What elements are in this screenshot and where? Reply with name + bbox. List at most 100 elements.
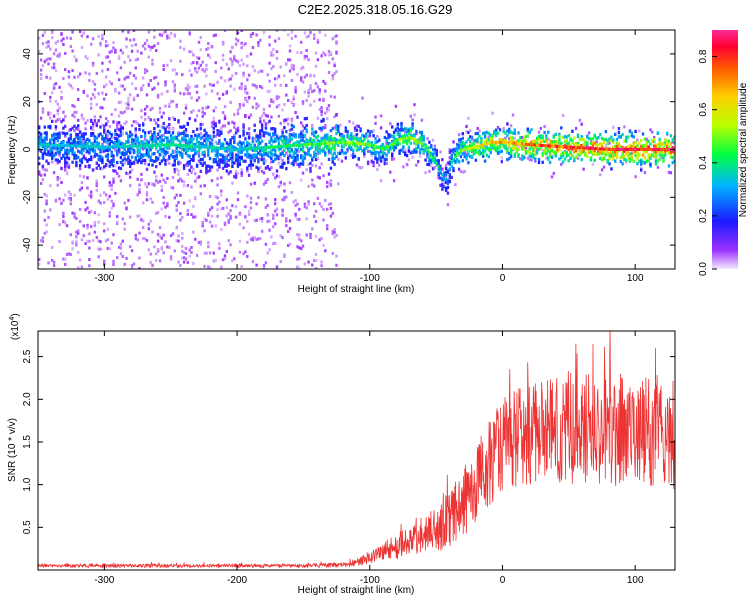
heatmap-cell-924 [123,227,126,231]
heatmap-cell-1973 [220,153,223,157]
heatmap-cell-3022 [318,30,321,34]
heatmap-cell-1380 [166,89,169,93]
heatmap-cell-2503 [270,53,273,57]
heatmap-cell-2079 [229,147,232,151]
heatmap-cell-717 [103,124,106,128]
heatmap-cell-1308 [158,226,162,230]
heatmap-cell-1448 [171,80,175,84]
heatmap-cell-1116 [140,140,143,144]
heatmap-cell-167 [52,66,56,70]
heatmap-cell-2708 [288,69,292,73]
heatmap-cell-61 [43,209,46,213]
heatmap-cell-2112 [233,175,236,179]
heatmap-cell-1262 [155,135,158,139]
heatmap-cell-14 [38,126,41,130]
heatmap-cell-4367 [558,157,561,161]
heatmap-cell-972 [127,137,130,141]
heatmap-cell-971 [127,140,130,144]
heatmap-cell-2174 [238,145,242,149]
heatmap-cell-1444 [171,99,175,103]
heatmap-cell-1079 [136,144,140,148]
heatmap-cell-3543 [396,130,399,134]
heatmap-cell-1930 [216,155,219,159]
heatmap-cell-3085 [324,111,327,115]
heatmap-cell-1785 [203,152,206,156]
heatmap-cell-3126 [327,61,331,65]
heatmap-cell-2464 [266,89,269,93]
heatmap-cell-3179 [331,141,335,145]
heatmap-cell-640 [97,53,100,57]
heatmap-cell-3670 [420,118,424,122]
heatmap-cell-2128 [234,59,238,63]
heatmap-cell-1965 [220,227,223,231]
heatmap-cell-137 [49,125,52,130]
heatmap-cell-4626 [610,148,613,151]
heatmap-cell-434 [77,140,80,144]
heatmap-cell-3568 [400,124,403,128]
heatmap-cell-2326 [253,157,256,161]
heatmap-cell-2858 [301,135,305,139]
heatmap-cell-1443 [171,127,175,131]
heatmap-cell-1323 [160,92,163,96]
heatmap-cell-263 [62,198,65,202]
heatmap-cell-4052 [493,147,496,151]
heatmap-cell-4760 [638,152,641,156]
heatmap-cell-76 [43,145,46,149]
heatmap-cell-1857 [208,168,212,172]
heatmap-cell-2761 [294,199,297,203]
heatmap-cell-2338 [253,143,256,147]
heatmap-cell-3263 [344,129,347,133]
heatmap-cell-2965 [313,214,316,218]
heatmap-cell-2440 [264,125,268,128]
heatmap-cell-2356 [255,139,258,143]
heatmap-cell-817 [112,180,115,184]
heatmap-cell-4300 [543,150,546,154]
heatmap-cell-1816 [205,141,208,145]
heatmap-cell-3987 [478,144,481,148]
heatmap-cell-4483 [582,167,585,171]
heatmap-cell-4518 [587,146,591,150]
heatmap-cell-2314 [251,139,255,144]
heatmap-cell-2383 [259,69,262,73]
heatmap-cell-566 [90,194,93,198]
heatmap-cell-1237 [151,134,154,138]
heatmap-cell-4828 [653,150,656,154]
heatmap-cell-1518 [177,132,180,137]
heatmap-cell-2298 [249,160,253,164]
heatmap-cell-1268 [155,179,158,183]
heatmap-cell-1639 [188,144,192,148]
heatmap-cell-2255 [246,149,249,153]
heatmap-cell-2679 [285,144,288,148]
heatmap-cell-3744 [433,156,437,160]
heatmap-cell-1683 [194,179,197,183]
heatmap-cell-3248 [340,148,344,153]
heatmap-cell-2183 [240,46,243,50]
heatmap-cell-779 [108,145,112,149]
heatmap-cell-4562 [597,152,600,156]
heatmap-cell-3700 [426,155,429,159]
heatmap-cell-4137 [509,150,513,154]
heatmap-cell-3322 [355,144,359,148]
heatmap-cell-861 [117,91,121,95]
heatmap-cell-4598 [604,153,608,157]
heatmap-cell-898 [119,166,123,171]
heatmap-cell-1561 [182,47,186,51]
heatmap-cell-357 [69,137,72,141]
heatmap-cell-2276 [247,154,251,158]
heatmap-cell-451 [78,138,82,143]
heatmap-cell-2247 [246,194,249,198]
heatmap-cell-3734 [431,148,435,152]
heatmap-cell-4714 [628,129,632,134]
heatmap-cell-2640 [283,74,286,78]
heatmap-cell-1467 [173,150,176,154]
heatmap-cell-128 [49,47,52,51]
heatmap-cell-2712 [288,150,292,154]
heatmap-cell-1085 [138,267,141,269]
heatmap-cell-1102 [140,218,143,222]
heatmap-cell-4536 [591,147,595,150]
heatmap-cell-4705 [627,150,630,154]
heatmap-cell-4220 [526,127,529,131]
heatmap-cell-1725 [197,241,201,244]
heatmap-cell-2439 [262,146,266,150]
heatmap-cell-4096 [502,127,505,131]
